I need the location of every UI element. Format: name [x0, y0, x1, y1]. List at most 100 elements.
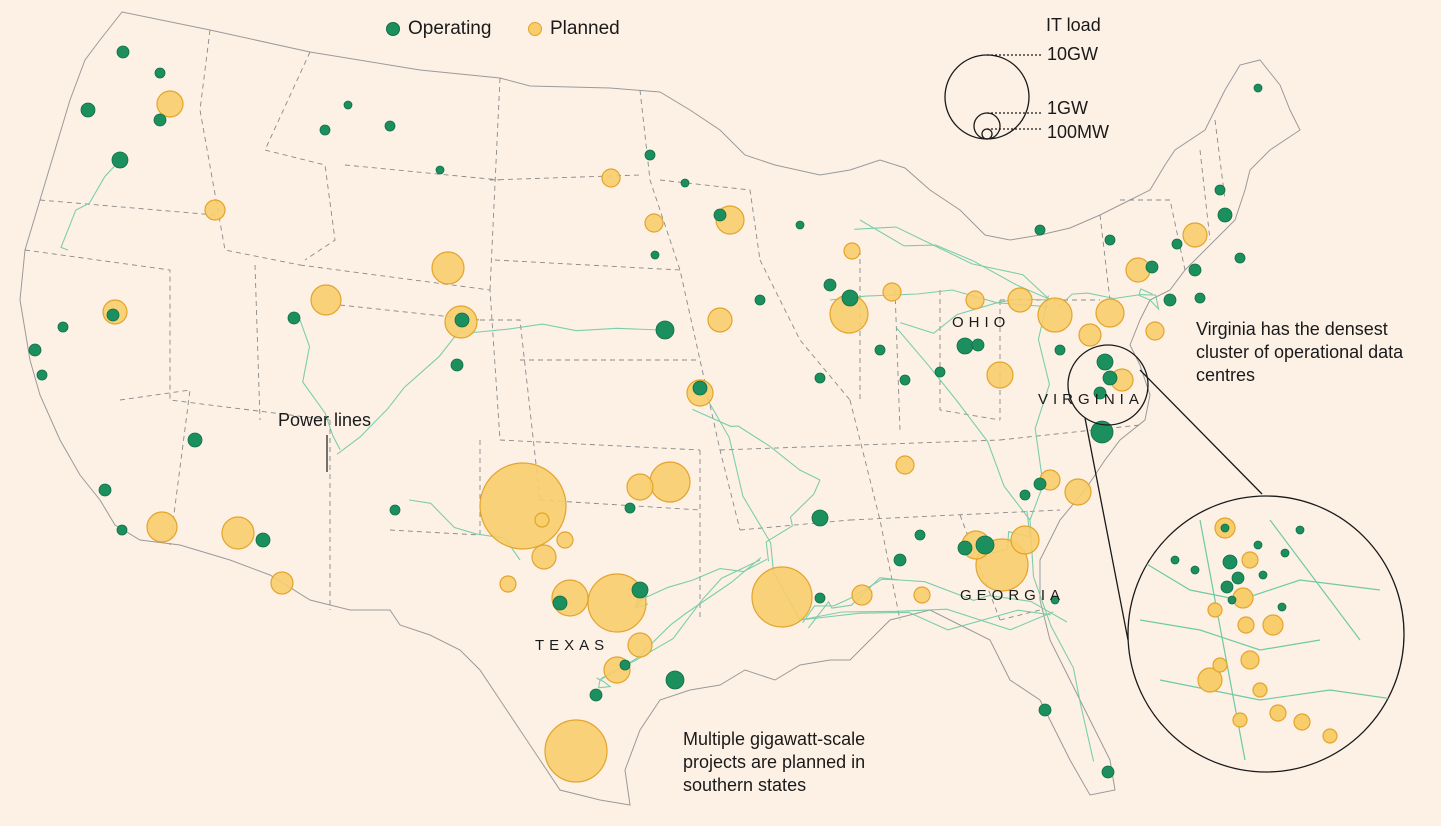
operating-marker [1234, 252, 1246, 264]
operating-marker [450, 358, 464, 372]
virginia-highlight-circle [1067, 344, 1149, 426]
operating-marker [28, 343, 42, 357]
planned-marker [965, 290, 985, 310]
operating-marker [98, 483, 112, 497]
operating-marker [1214, 184, 1226, 196]
operating-marker [795, 220, 805, 230]
operating-marker [814, 372, 826, 384]
planned-marker [479, 462, 567, 550]
inset-planned-marker [1252, 682, 1268, 698]
operating-marker [287, 311, 301, 325]
inset-planned-marker [1232, 712, 1248, 728]
operating-marker [1188, 263, 1202, 277]
operating-marker [153, 113, 167, 127]
planned-marker [644, 213, 664, 233]
operating-marker [116, 45, 130, 59]
operating-marker [36, 369, 48, 381]
planned-marker [146, 511, 178, 543]
operating-marker [956, 337, 974, 355]
planned-marker [1007, 287, 1033, 313]
state-label-virginia: VIRGINIA [1038, 391, 1144, 408]
inset-operating-marker [1170, 555, 1180, 565]
planned-marker [895, 455, 915, 475]
planned-marker [843, 242, 861, 260]
planned-marker [431, 251, 465, 285]
inset-planned-marker [1207, 602, 1223, 618]
operating-marker [811, 509, 829, 527]
inset-operating-marker [1253, 540, 1263, 550]
size-label-1gw: 1GW [1047, 98, 1089, 118]
inset-planned-marker [1262, 614, 1284, 636]
planned-marker [310, 284, 342, 316]
operating-marker [552, 595, 568, 611]
planned-marker [707, 307, 733, 333]
operating-marker [1101, 765, 1115, 779]
planned-marker [882, 282, 902, 302]
operating-marker [111, 151, 129, 169]
operating-marker [1171, 238, 1183, 250]
planned-dot-icon [528, 22, 542, 36]
planned-marker [544, 719, 608, 783]
legend-operating: Operating [386, 18, 491, 40]
inset-power-line [1159, 679, 1401, 701]
operating-marker [154, 67, 166, 79]
planned-marker [626, 473, 654, 501]
operating-marker [957, 540, 973, 556]
inset-power-line [1269, 519, 1361, 641]
inset-operating-marker [1220, 523, 1230, 533]
planned-marker [1078, 323, 1102, 347]
planned-marker [627, 632, 653, 658]
operating-markers [28, 45, 1263, 779]
legend-planned: Planned [528, 18, 620, 40]
operating-marker [644, 149, 656, 161]
inset-planned-marker [1241, 551, 1259, 569]
operating-marker [713, 208, 727, 222]
planned-marker [270, 571, 294, 595]
operating-marker [1033, 477, 1047, 491]
operating-marker [1093, 386, 1107, 400]
operating-dot-icon [386, 22, 400, 36]
size-scale-icon [944, 54, 1043, 140]
size-title: IT load [1046, 15, 1101, 35]
size-label-100mw: 100MW [1047, 122, 1110, 142]
operating-marker [624, 502, 636, 514]
state-label-ohio: OHIO [952, 314, 1011, 331]
operating-marker [1054, 344, 1066, 356]
planned-marker [751, 566, 813, 628]
operating-marker [631, 581, 649, 599]
operating-marker [435, 165, 445, 175]
planned-marker [1182, 222, 1208, 248]
planned-marker [156, 90, 184, 118]
planned-marker [221, 516, 255, 550]
planned-marker [1037, 297, 1073, 333]
inset-operating-marker [1227, 595, 1237, 605]
operating-marker [841, 289, 859, 307]
operating-marker [619, 659, 631, 671]
planned-marker [499, 575, 517, 593]
legend-planned-label: Planned [550, 18, 620, 39]
operating-marker [874, 344, 886, 356]
state-label-georgia: GEORGIA [960, 587, 1066, 604]
planned-marker [534, 512, 550, 528]
operating-marker [899, 374, 911, 386]
virginia-note: Virginia has the densest cluster of oper… [1196, 319, 1404, 385]
inset-power-line [1139, 619, 1321, 651]
operating-marker [255, 532, 271, 548]
inset-operating-marker [1222, 554, 1238, 570]
operating-marker [343, 100, 353, 110]
planned-marker [587, 573, 647, 633]
planned-marker [649, 461, 691, 503]
operating-marker [934, 366, 946, 378]
inset-planned-marker [1269, 704, 1287, 722]
state-label-texas: TEXAS [535, 637, 610, 654]
inset-planned-marker [1293, 713, 1311, 731]
operating-marker [1034, 224, 1046, 236]
inset-planned-marker [1240, 650, 1260, 670]
operating-marker [319, 124, 331, 136]
planned-markers [102, 90, 1208, 783]
virginia-inset [1139, 517, 1401, 761]
inset-operating-marker [1190, 565, 1200, 575]
inset-operating-marker [1280, 548, 1290, 558]
operating-marker [589, 688, 603, 702]
